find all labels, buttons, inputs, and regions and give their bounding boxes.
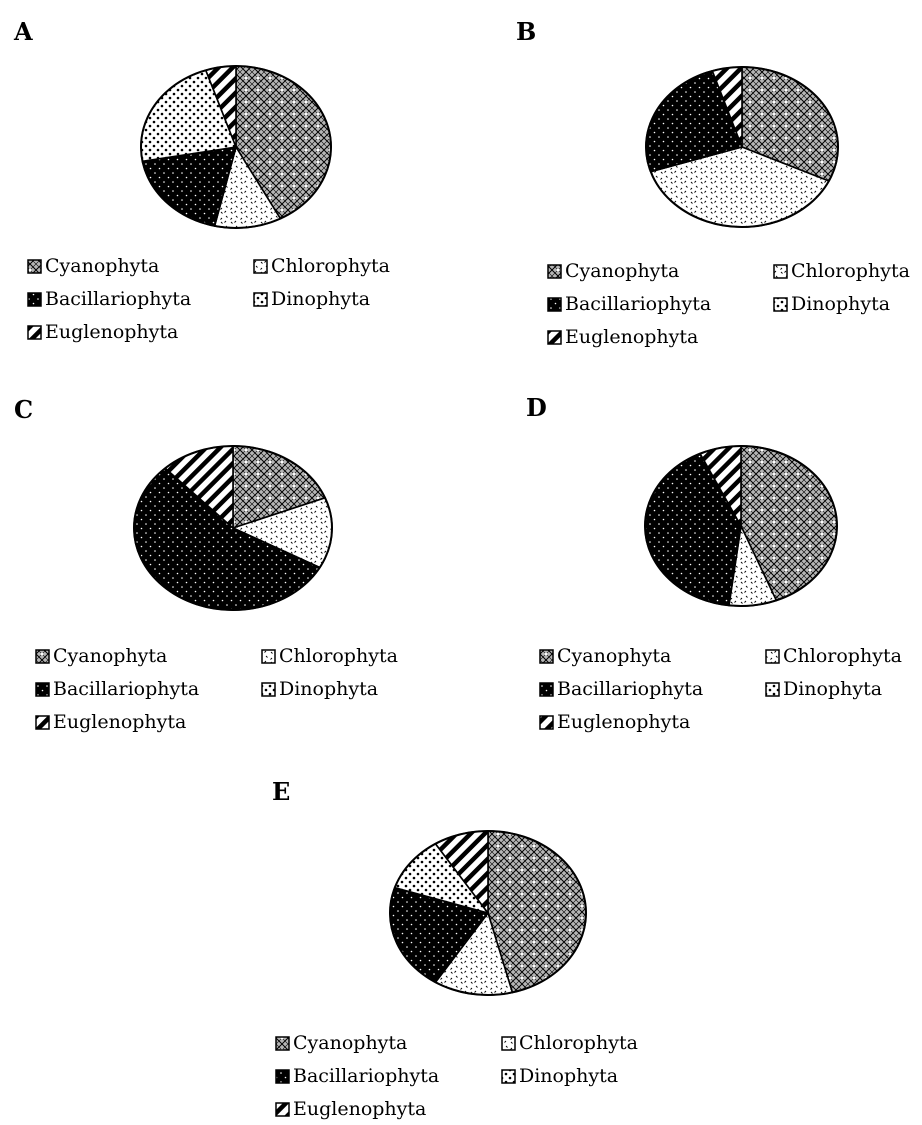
legend-item-bacillariophyta: Bacillariophyta (275, 1065, 439, 1087)
pie-chart-b: B Cyanophyta Chlorophyta Bacillariophyta Din… (516, 17, 910, 348)
legend-label: Cyanophyta (557, 645, 671, 667)
legend-swatch-euglenophyta (35, 715, 50, 730)
panel-label: E (272, 777, 290, 806)
legend-label: Bacillariophyta (53, 678, 199, 700)
pie-outline (645, 66, 839, 228)
legend-swatch-bacillariophyta (275, 1069, 290, 1084)
legend-item-dinophyta: Dinophyta (261, 678, 378, 700)
legend-item-dinophyta: Dinophyta (765, 678, 882, 700)
panel-label: D (526, 393, 547, 422)
legend-label: Euglenophyta (557, 711, 690, 733)
legend: Cyanophyta Chlorophyta Bacillariophyta Dino… (27, 255, 390, 343)
legend-item-dinophyta: Dinophyta (253, 288, 370, 310)
legend-label: Dinophyta (279, 678, 378, 700)
legend: Cyanophyta Chlorophyta Bacillariophyta Dino… (275, 1032, 638, 1120)
legend: Cyanophyta Chlorophyta Bacillariophyta Dino… (35, 645, 398, 733)
legend-label: Bacillariophyta (293, 1065, 439, 1087)
legend-label: Cyanophyta (53, 645, 167, 667)
legend-swatch-euglenophyta (539, 715, 554, 730)
legend-swatch-chlorophyta (773, 264, 788, 279)
legend-swatch-dinophyta (253, 292, 268, 307)
legend-swatch-euglenophyta (547, 330, 562, 345)
legend-item-chlorophyta: Chlorophyta (261, 645, 398, 667)
legend-label: Dinophyta (791, 293, 890, 315)
legend-swatch-cyanophyta (275, 1036, 290, 1051)
pie-chart-a: A Cyanophyta Chlorophyta Bacillariophyta Din… (13, 17, 390, 343)
legend-swatch-bacillariophyta (35, 682, 50, 697)
legend-swatch-dinophyta (501, 1069, 516, 1084)
legend-item-dinophyta: Dinophyta (773, 293, 890, 315)
legend-swatch-dinophyta (765, 682, 780, 697)
legend-swatch-chlorophyta (253, 259, 268, 274)
pie-chart-e: E Cyanophyta Chlorophyta Bacillariophyta Din… (272, 777, 638, 1120)
legend: Cyanophyta Chlorophyta Bacillariophyta Dino… (539, 645, 902, 733)
legend-swatch-chlorophyta (261, 649, 276, 664)
legend-label: Chlorophyta (279, 645, 398, 667)
legend-item-bacillariophyta: Bacillariophyta (547, 293, 711, 315)
legend-label: Chlorophyta (519, 1032, 638, 1054)
panel-label: B (516, 17, 536, 46)
legend-label: Bacillariophyta (565, 293, 711, 315)
legend-swatch-bacillariophyta (27, 292, 42, 307)
legend-label: Cyanophyta (565, 260, 679, 282)
legend-item-chlorophyta: Chlorophyta (501, 1032, 638, 1054)
legend-item-euglenophyta: Euglenophyta (547, 326, 698, 348)
legend-item-bacillariophyta: Bacillariophyta (35, 678, 199, 700)
legend-label: Chlorophyta (783, 645, 902, 667)
pie-outline (644, 445, 838, 607)
legend-label: Cyanophyta (45, 255, 159, 277)
legend-swatch-dinophyta (261, 682, 276, 697)
legend-item-chlorophyta: Chlorophyta (253, 255, 390, 277)
legend-item-bacillariophyta: Bacillariophyta (27, 288, 191, 310)
legend-label: Dinophyta (783, 678, 882, 700)
legend-item-cyanophyta: Cyanophyta (275, 1032, 407, 1054)
legend-swatch-bacillariophyta (547, 297, 562, 312)
legend-item-cyanophyta: Cyanophyta (547, 260, 679, 282)
legend-label: Bacillariophyta (45, 288, 191, 310)
legend-swatch-euglenophyta (275, 1102, 290, 1117)
legend-item-cyanophyta: Cyanophyta (27, 255, 159, 277)
legend-label: Dinophyta (519, 1065, 618, 1087)
legend-item-cyanophyta: Cyanophyta (539, 645, 671, 667)
legend-label: Chlorophyta (271, 255, 390, 277)
legend-swatch-chlorophyta (765, 649, 780, 664)
legend-swatch-dinophyta (773, 297, 788, 312)
legend-swatch-bacillariophyta (539, 682, 554, 697)
pie-chart-d: D Cyanophyta Chlorophyta Bacillariophyta Din… (526, 393, 902, 733)
pie-outline (389, 830, 587, 996)
pie-outline (133, 445, 333, 611)
panel-label: A (13, 17, 33, 46)
legend-label: Euglenophyta (53, 711, 186, 733)
legend-item-euglenophyta: Euglenophyta (35, 711, 186, 733)
legend-swatch-euglenophyta (27, 325, 42, 340)
legend-item-euglenophyta: Euglenophyta (27, 321, 178, 343)
pie-chart-c: C Cyanophyta Chlorophyta Bacillariophyta Din… (14, 395, 398, 733)
legend-item-bacillariophyta: Bacillariophyta (539, 678, 703, 700)
legend-label: Euglenophyta (45, 321, 178, 343)
legend-swatch-cyanophyta (547, 264, 562, 279)
legend-item-euglenophyta: Euglenophyta (275, 1098, 426, 1120)
legend-label: Dinophyta (271, 288, 370, 310)
legend-label: Euglenophyta (565, 326, 698, 348)
legend-label: Chlorophyta (791, 260, 910, 282)
legend-label: Euglenophyta (293, 1098, 426, 1120)
legend-label: Cyanophyta (293, 1032, 407, 1054)
pie-outline (140, 65, 332, 229)
legend-item-cyanophyta: Cyanophyta (35, 645, 167, 667)
legend-item-chlorophyta: Chlorophyta (773, 260, 910, 282)
legend-label: Bacillariophyta (557, 678, 703, 700)
legend-item-euglenophyta: Euglenophyta (539, 711, 690, 733)
legend: Cyanophyta Chlorophyta Bacillariophyta Dino… (547, 260, 910, 348)
legend-swatch-cyanophyta (35, 649, 50, 664)
legend-item-chlorophyta: Chlorophyta (765, 645, 902, 667)
legend-swatch-cyanophyta (27, 259, 42, 274)
legend-swatch-cyanophyta (539, 649, 554, 664)
legend-item-dinophyta: Dinophyta (501, 1065, 618, 1087)
panel-label: C (14, 395, 33, 424)
legend-swatch-chlorophyta (501, 1036, 516, 1051)
